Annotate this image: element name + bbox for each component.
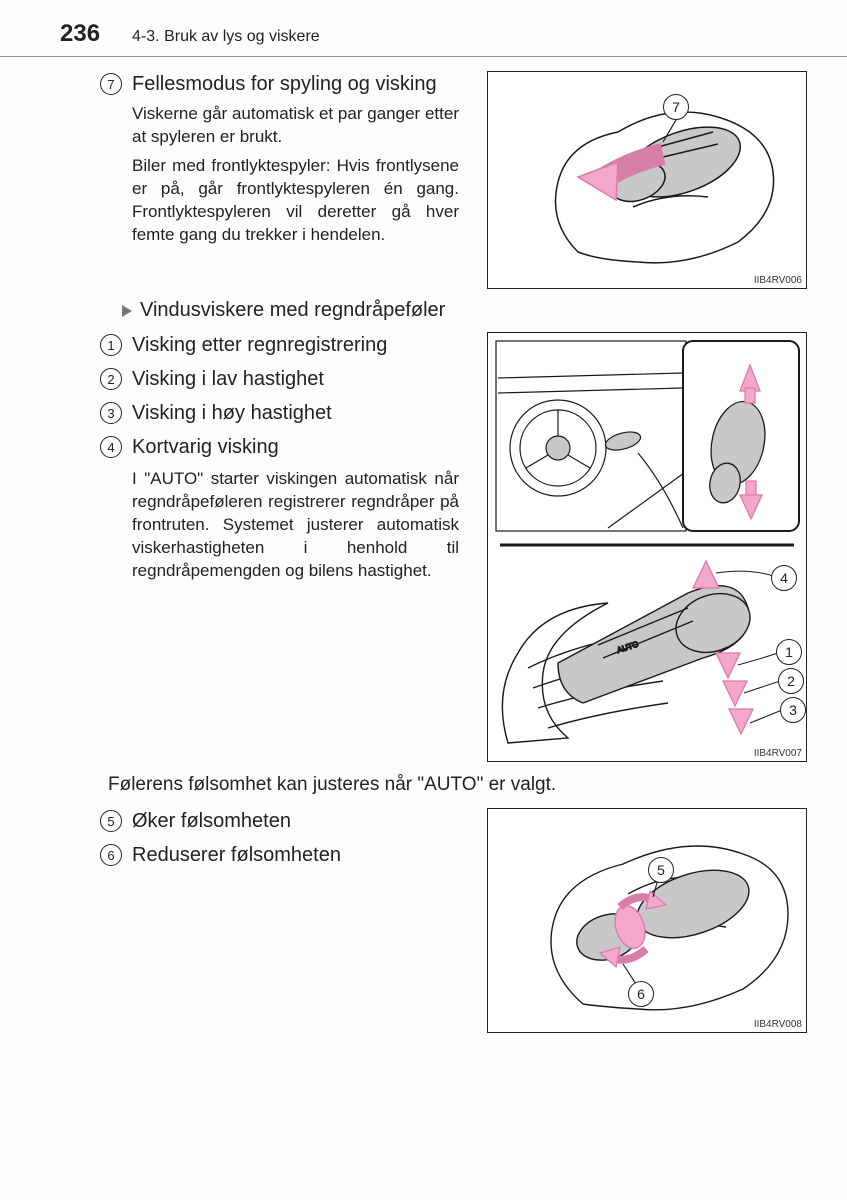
item-7-number-icon: 7 xyxy=(100,73,122,95)
item-4-number-icon: 4 xyxy=(100,436,122,458)
item-1-number-icon: 1 xyxy=(100,334,122,356)
figure-2-callout-2: 2 xyxy=(778,668,804,694)
item-7-body2: Biler med frontlyktespyler: Hvis frontly… xyxy=(132,155,459,247)
item-1-title: Visking etter regnregistrering xyxy=(132,332,387,358)
section-chapter: 4-3. Bruk av lys og viskere xyxy=(132,28,320,46)
triangle-bullet-icon xyxy=(122,305,132,317)
item-7-body1: Viskerne går automatisk et par ganger et… xyxy=(132,103,459,149)
item-2-title: Visking i lav hastighet xyxy=(132,366,324,392)
section-2-row: 1 Visking etter regnregistrering 2 Viski… xyxy=(100,332,807,762)
item-7-title: Fellesmodus for spyling og visking xyxy=(132,71,459,97)
figure-2: AUTO 4 1 2 3 IIB4RV xyxy=(487,332,807,762)
figure-2-svg: AUTO xyxy=(488,333,806,761)
page-number: 236 xyxy=(60,20,100,48)
item-7: 7 Fellesmodus for spyling og visking Vis… xyxy=(100,71,459,247)
auto-body: I "AUTO" starter viskingen automatisk nå… xyxy=(132,468,459,583)
item-5-number-icon: 5 xyxy=(100,810,122,832)
item-1: 1 Visking etter regnregistrering xyxy=(100,332,459,358)
figure-1-callout-7: 7 xyxy=(663,94,689,120)
section-7-row: 7 Fellesmodus for spyling og visking Vis… xyxy=(100,71,807,289)
item-5: 5 Øker følsomheten xyxy=(100,808,459,834)
figure-3-callout-6: 6 xyxy=(628,981,654,1007)
figure-2-caption: IIB4RV007 xyxy=(754,748,802,759)
section-3-row: 5 Øker følsomheten 6 Reduserer følsomhet… xyxy=(100,808,807,1033)
item-6-title: Reduserer følsomheten xyxy=(132,842,341,868)
sensor-text: Følerens følsomhet kan justeres når "AUT… xyxy=(108,774,807,796)
item-3-number-icon: 3 xyxy=(100,402,122,424)
figure-2-callout-4: 4 xyxy=(771,565,797,591)
item-3: 3 Visking i høy hastighet xyxy=(100,400,459,426)
item-2-number-icon: 2 xyxy=(100,368,122,390)
item-6-number-icon: 6 xyxy=(100,844,122,866)
figure-1: 7 IIB4RV006 xyxy=(487,71,807,289)
page-content: 7 Fellesmodus for spyling og visking Vis… xyxy=(0,57,847,1033)
item-4: 4 Kortvarig visking xyxy=(100,434,459,460)
item-2: 2 Visking i lav hastighet xyxy=(100,366,459,392)
section-3-text: 5 Øker følsomheten 6 Reduserer følsomhet… xyxy=(100,808,459,876)
item-3-title: Visking i høy hastighet xyxy=(132,400,332,426)
section-7-text: 7 Fellesmodus for spyling og visking Vis… xyxy=(100,71,459,255)
figure-3: 5 6 IIB4RV008 xyxy=(487,808,807,1033)
subheading-rain-sensor: Vindusviskere med regndråpeføler xyxy=(122,299,807,322)
item-4-title: Kortvarig visking xyxy=(132,434,279,460)
figure-1-caption: IIB4RV006 xyxy=(754,275,802,286)
figure-3-caption: IIB4RV008 xyxy=(754,1019,802,1030)
item-5-title: Øker følsomheten xyxy=(132,808,291,834)
figure-2-callout-1: 1 xyxy=(776,639,802,665)
figure-3-callout-5: 5 xyxy=(648,857,674,883)
section-2-text: 1 Visking etter regnregistrering 2 Viski… xyxy=(100,332,459,583)
figure-1-svg xyxy=(488,72,806,288)
subheading-text: Vindusviskere med regndråpeføler xyxy=(140,299,445,322)
item-6: 6 Reduserer følsomheten xyxy=(100,842,459,868)
page-header: 236 4-3. Bruk av lys og viskere xyxy=(0,0,847,57)
figure-2-callout-3: 3 xyxy=(780,697,806,723)
